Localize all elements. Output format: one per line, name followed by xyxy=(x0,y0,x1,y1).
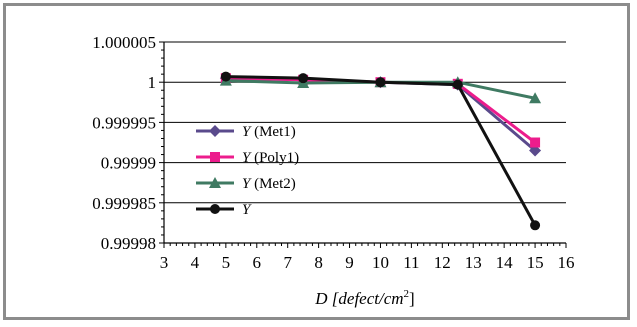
legend-label-suffix: (Met1) xyxy=(250,124,295,140)
legend: Y (Met1)Y (Poly1)Y (Met2)Y xyxy=(196,124,299,218)
x-tick-label: 10 xyxy=(372,253,389,272)
x-tick-label: 8 xyxy=(314,253,323,272)
data-point xyxy=(220,71,231,82)
x-tick-label: 4 xyxy=(191,253,200,272)
x-tick-label: 3 xyxy=(160,253,169,272)
x-tick-label: 6 xyxy=(253,253,262,272)
x-tick-label: 7 xyxy=(283,253,292,272)
axes xyxy=(163,42,566,244)
data-point xyxy=(375,77,386,88)
x-tick-label: 13 xyxy=(465,253,482,272)
data-point xyxy=(298,73,309,84)
data-point xyxy=(452,79,463,90)
y-tick-label: 1 xyxy=(148,73,157,92)
x-axis-title-exp: 2 xyxy=(404,288,410,300)
legend-label-symbol: Y xyxy=(242,124,252,140)
legend-marker xyxy=(209,177,221,188)
legend-entry: Y (Met2) xyxy=(196,176,296,192)
y-tick-label: 1.000005 xyxy=(92,33,156,52)
x-axis-title-close: ] xyxy=(409,289,415,308)
data-point xyxy=(530,220,541,231)
legend-label-symbol: Y xyxy=(242,202,252,218)
y-axis-ticks: 0.99998 0.999985 0.99999 0.999995 1 1.000005 xyxy=(92,33,164,253)
x-tick-label: 5 xyxy=(222,253,231,272)
data-point xyxy=(530,137,541,148)
legend-label-suffix: (Met2) xyxy=(250,176,295,192)
legend-marker xyxy=(210,204,220,214)
x-axis-title-main: D [defect/cm xyxy=(314,289,403,308)
legend-entry: Y (Poly1) xyxy=(196,150,299,166)
x-tick-label: 16 xyxy=(558,253,575,272)
x-axis-title: D [defect/cm2] xyxy=(314,288,414,308)
data-series xyxy=(219,71,542,231)
legend-label-suffix: (Poly1) xyxy=(250,150,299,166)
legend-label-symbol: Y xyxy=(242,176,252,192)
chart-frame xyxy=(3,3,630,320)
legend-label: Y (Poly1) xyxy=(242,150,299,166)
y-tick-label: 0.99998 xyxy=(101,234,156,253)
legend-label: Y xyxy=(242,202,252,218)
legend-label: Y (Met2) xyxy=(242,176,296,192)
x-axis-ticks: 3 4 5 6 7 8 9 10 11 12 13 14 15 16 xyxy=(160,243,575,272)
data-point xyxy=(529,92,542,104)
legend-entry: Y (Met1) xyxy=(196,124,296,140)
x-tick-label: 12 xyxy=(434,253,451,272)
y-tick-label: 0.999995 xyxy=(92,113,156,132)
legend-marker xyxy=(209,125,221,137)
series-4 xyxy=(220,71,541,231)
legend-label-symbol: Y xyxy=(242,150,252,166)
legend-entry: Y xyxy=(196,202,252,218)
x-tick-label: 15 xyxy=(527,253,544,272)
x-tick-label: 11 xyxy=(403,253,419,272)
x-tick-label: 14 xyxy=(496,253,514,272)
y-tick-label: 0.999985 xyxy=(92,194,156,213)
legend-label: Y (Met1) xyxy=(242,124,296,140)
data-point xyxy=(529,144,542,157)
x-tick-label: 9 xyxy=(345,253,354,272)
legend-marker xyxy=(210,152,220,162)
gridlines xyxy=(164,41,566,204)
y-tick-label: 0.99999 xyxy=(101,154,156,173)
